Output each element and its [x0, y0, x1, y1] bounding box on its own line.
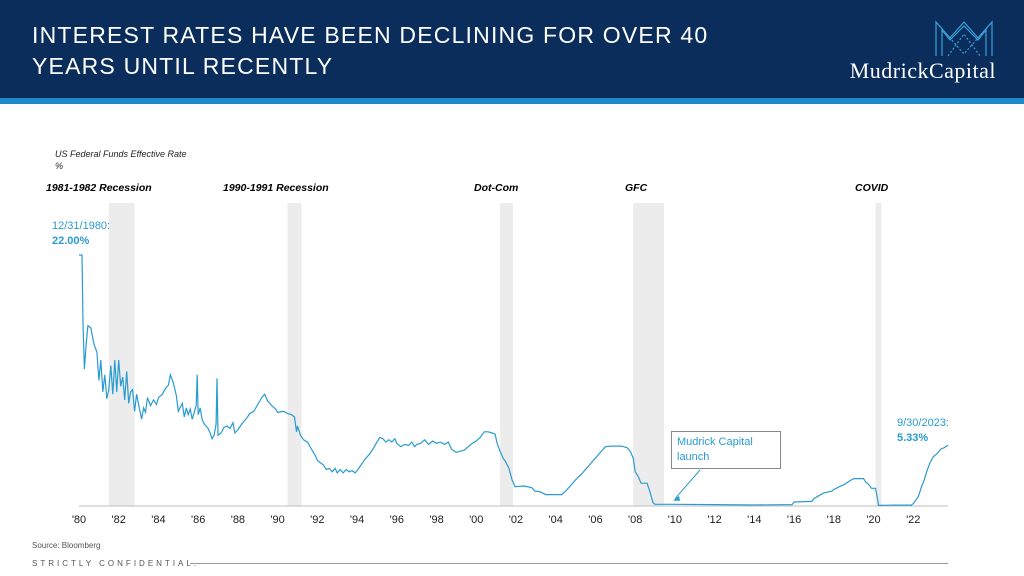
recession-label-dotcom: Dot-Com: [474, 182, 519, 194]
x-tick-label: '98: [429, 514, 443, 526]
chart-title: US Federal Funds Effective Rate: [55, 149, 187, 159]
end-annotation: 9/30/2023: 5.33%: [897, 416, 949, 446]
callout-line-1: Mudrick Capital: [677, 436, 753, 448]
recession-label-gfc: GFC: [625, 182, 648, 194]
x-tick-label: '18: [827, 514, 841, 526]
x-tick-label: '22: [906, 514, 920, 526]
x-tick-label: '80: [72, 514, 86, 526]
x-tick-label: '94: [350, 514, 364, 526]
recession-label-covid: COVID: [855, 182, 889, 194]
y-axis-unit: %: [55, 161, 64, 171]
x-tick-label: '08: [628, 514, 642, 526]
x-tick-label: '82: [112, 514, 126, 526]
x-tick-label: '92: [310, 514, 324, 526]
start-value-label: 22.00%: [52, 235, 90, 247]
x-tick-label: '06: [588, 514, 602, 526]
recession-label-1981: 1981-1982 Recession: [46, 182, 152, 194]
start-date-label: 12/31/1980:: [52, 220, 111, 232]
company-logo-text: MudrickCapital: [849, 58, 996, 83]
x-tick-label: '84: [151, 514, 165, 526]
x-tick-label: '86: [191, 514, 205, 526]
x-tick-label: '96: [390, 514, 404, 526]
recession-band-3: [633, 203, 664, 506]
x-tick-label: '88: [231, 514, 245, 526]
recession-band-2: [500, 203, 514, 506]
callout-line-2: launch: [677, 451, 710, 463]
mudrick-launch-callout: Mudrick Capital launch: [671, 431, 781, 469]
x-tick-label: '12: [707, 514, 721, 526]
source-note: Source: Bloomberg: [32, 541, 101, 550]
x-tick-label: '02: [509, 514, 523, 526]
recession-band-0: [108, 203, 135, 506]
x-tick-label: '90: [270, 514, 284, 526]
x-tick-label: '14: [747, 514, 761, 526]
recession-band-1: [287, 203, 302, 506]
start-annotation: 12/31/1980: 22.00%: [52, 219, 110, 249]
callout-arrow-head: [673, 495, 681, 501]
header-bar: [0, 0, 1024, 98]
x-tick-label: '10: [668, 514, 682, 526]
x-tick-label: '16: [787, 514, 801, 526]
m-lattice-logo-icon: [935, 20, 993, 57]
end-date-label: 9/30/2023:: [897, 417, 949, 429]
page-title-line-2: YEARS UNTIL RECENTLY: [32, 53, 334, 79]
callout-arrow-line: [674, 469, 701, 500]
page-title-line-1: INTEREST RATES HAVE BEEN DECLINING FOR O…: [32, 22, 709, 48]
x-tick-label: '20: [866, 514, 880, 526]
confidential-footer: STRICTLY CONFIDENTIAL.: [32, 559, 200, 568]
x-tick-label: '00: [469, 514, 483, 526]
recession-band-4: [875, 203, 882, 506]
x-tick-label: '04: [549, 514, 563, 526]
page-title: INTEREST RATES HAVE BEEN DECLINING FOR O…: [32, 20, 732, 82]
end-value-label: 5.33%: [897, 432, 929, 444]
footer-divider: [190, 563, 948, 564]
header-accent-stripe: [0, 98, 1024, 104]
series-line-fed-funds: [79, 254, 949, 507]
recession-label-1990: 1990-1991 Recession: [223, 182, 329, 194]
